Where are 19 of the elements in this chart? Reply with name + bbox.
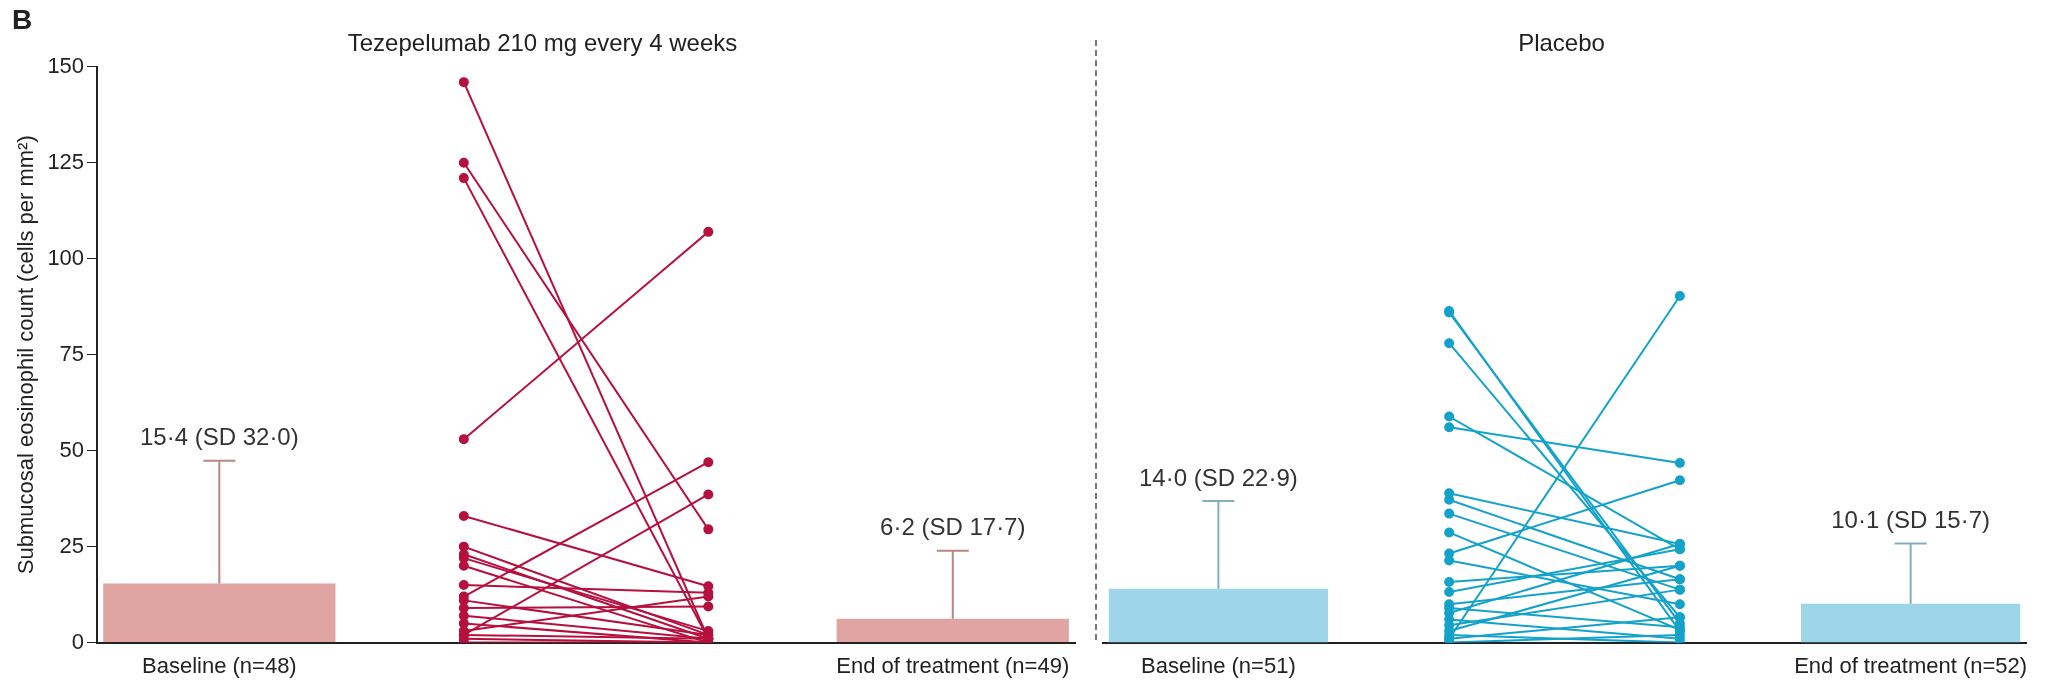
y-tick-label: 25 xyxy=(59,532,85,558)
y-tick-label: 50 xyxy=(59,436,85,462)
annotation: 10·1 (SD 15·7) xyxy=(1831,506,1990,534)
y-tick-label: 0 xyxy=(71,628,85,654)
x-tick-label: Baseline (n=51) xyxy=(1141,652,1296,678)
y-axis-title: Submucosal eosinophil count (cells per mm²) xyxy=(13,135,39,575)
y-tick-label: 150 xyxy=(47,52,85,78)
x-tick-label: End of treatment (n=49) xyxy=(836,652,1070,678)
annotation: 14·0 (SD 22·9) xyxy=(1139,463,1298,491)
y-tick-label: 125 xyxy=(47,148,85,174)
x-tick-label: Baseline (n=48) xyxy=(141,652,297,678)
chart-title: Tezepelumab 210 mg every 4 weeks xyxy=(347,29,738,57)
text: B xyxy=(12,4,33,36)
chart-title: Placebo xyxy=(1518,29,1605,57)
y-tick-label: 100 xyxy=(47,244,85,270)
annotation: 6·2 (SD 17·7) xyxy=(880,513,1026,541)
annotation: 15·4 (SD 32·0) xyxy=(139,423,299,451)
x-tick-label: End of treatment (n=52) xyxy=(1794,652,2028,678)
y-tick-label: 75 xyxy=(59,340,85,366)
